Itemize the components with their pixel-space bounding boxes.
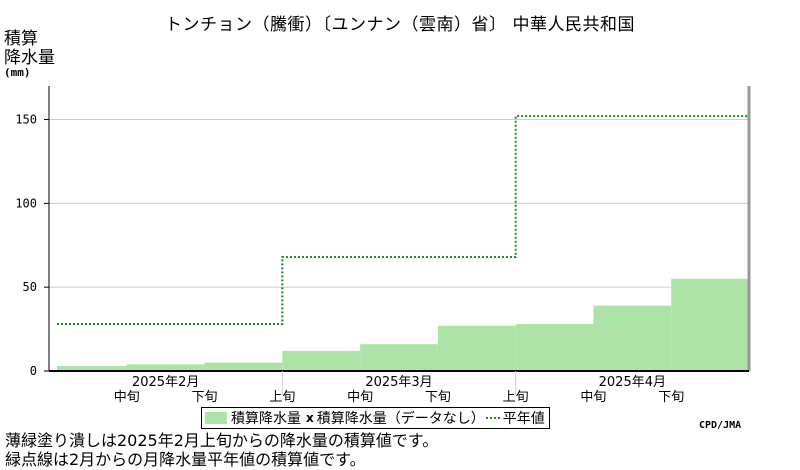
y-axis-label-line1: 積算	[4, 29, 38, 49]
x-tick-label: 下旬	[192, 390, 218, 405]
y-tick-label: 100	[15, 196, 37, 210]
y-tick-label: 0	[30, 364, 37, 378]
precip-bar	[515, 324, 594, 371]
x-month-label: 2025年2月	[132, 375, 199, 390]
precip-bar	[593, 305, 672, 371]
legend: 積算降水量 x 積算降水量（データなし） 平年値	[201, 407, 550, 429]
x-tick-label: 上旬	[269, 390, 295, 405]
precip-bar	[437, 325, 516, 371]
legend-nodata-label: 積算降水量（データなし）	[316, 411, 485, 427]
legend-area-swatch	[205, 412, 227, 424]
precip-bar	[282, 350, 361, 371]
y-axis-unit: (mm)	[4, 66, 31, 79]
x-tick-label: 中旬	[347, 390, 373, 405]
precip-bar	[57, 365, 127, 371]
legend-normal-line	[485, 417, 502, 419]
credit: CPD/JMA	[699, 420, 742, 431]
precip-bar	[204, 362, 283, 371]
x-tick-label: 中旬	[114, 390, 140, 405]
chart-title: トンチョン（騰衝）〔ユンナン（雲南）省〕 中華人民共和国	[165, 15, 635, 35]
precip-bar	[360, 344, 438, 371]
y-tick-label: 50	[23, 280, 37, 294]
normal-step-line	[57, 115, 749, 326]
x-month-label: 2025年4月	[599, 375, 666, 390]
y-axis-label: 積算 降水量	[4, 30, 55, 68]
legend-bar-label: 積算降水量	[231, 411, 301, 427]
y-tick-label: 150	[15, 113, 37, 127]
legend-x-marker: x	[306, 411, 314, 425]
note-line-2: 緑点線は2月からの月降水量平年値の積算値です。	[5, 450, 366, 469]
note-line-1: 薄緑塗り潰しは2025年2月上旬からの降水量の積算値です。	[5, 431, 439, 450]
x-tick-label: 下旬	[425, 390, 451, 405]
precip-bar	[671, 278, 749, 371]
precip-bar	[126, 364, 205, 371]
x-tick-label: 下旬	[658, 390, 684, 405]
legend-normal-label: 平年値	[502, 411, 545, 427]
x-month-label: 2025年3月	[365, 375, 432, 390]
x-tick-label: 中旬	[580, 390, 606, 405]
x-tick-label: 上旬	[503, 390, 529, 405]
y-axis-label-line2: 降水量	[4, 48, 55, 68]
